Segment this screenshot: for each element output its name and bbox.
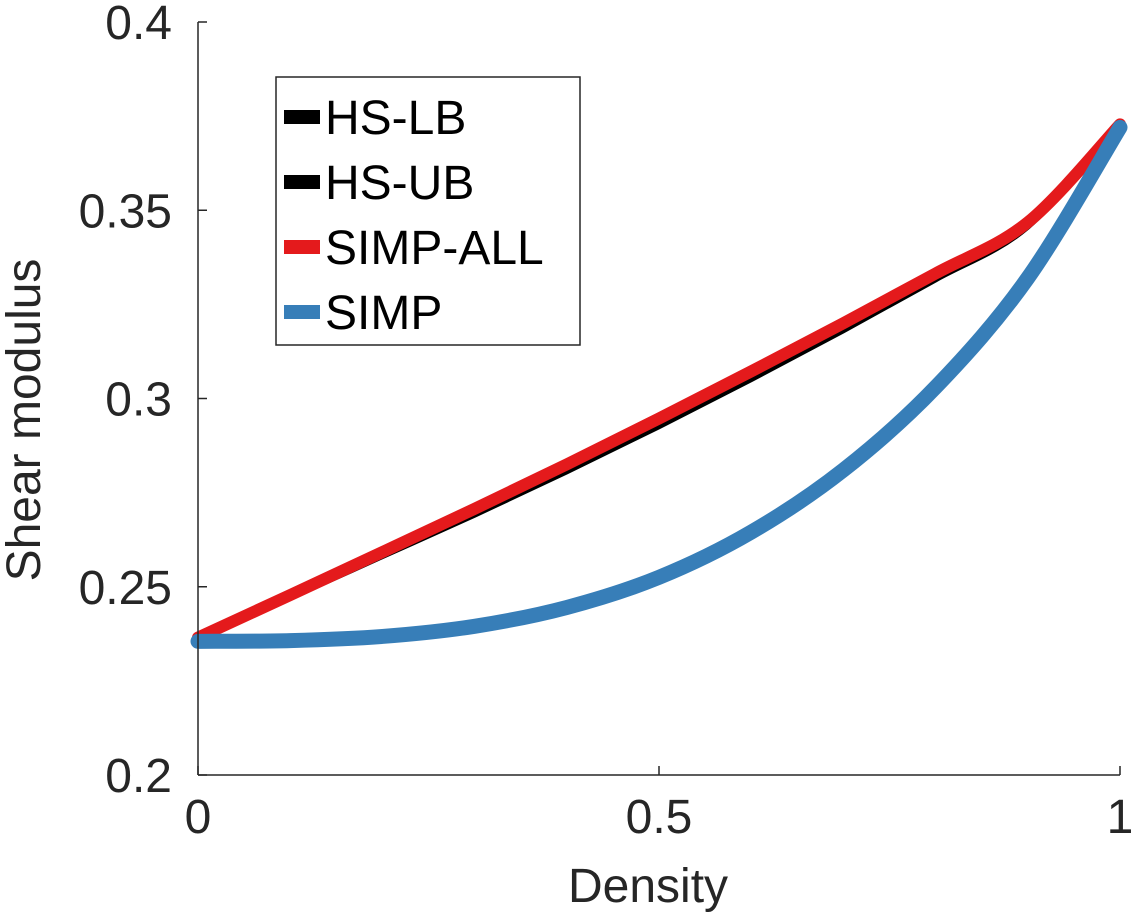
y-tick-label: 0.3 <box>105 374 172 427</box>
legend-label-hs-lb: HS-LB <box>325 92 466 145</box>
series-line-simp-all <box>192 118 1126 644</box>
series-line-simp <box>190 119 1128 649</box>
legend-label-simp: SIMP <box>325 287 442 340</box>
plot-lines <box>190 118 1128 649</box>
axes <box>197 21 1121 776</box>
y-axis-label: Shear modulus <box>0 259 51 582</box>
y-tick-label: 0.35 <box>79 185 172 238</box>
legend-box <box>275 76 581 346</box>
x-tick-label: 0.5 <box>626 791 693 844</box>
y-tick-label: 0.4 <box>105 0 172 50</box>
x-axis-label: Density <box>568 860 728 913</box>
legend-label-hs-ub: HS-UB <box>325 157 474 210</box>
x-tick-label: 0 <box>185 791 212 844</box>
y-tick-label: 0.25 <box>79 562 172 615</box>
x-tick-label: 1 <box>1107 791 1134 844</box>
y-tick-label: 0.2 <box>105 750 172 803</box>
legend: HS-LB HS-UB SIMP-ALL SIMP <box>275 76 581 346</box>
tick-labels: 0 0.5 1 0.2 0.25 0.3 0.35 0.4 <box>79 0 1134 844</box>
legend-label-simp-all: SIMP-ALL <box>325 222 544 275</box>
